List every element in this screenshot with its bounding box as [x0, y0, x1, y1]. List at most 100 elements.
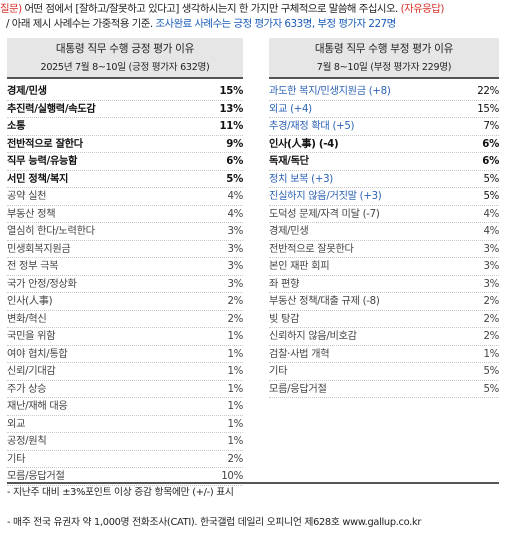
item-label: 검찰·사법 개혁 — [269, 348, 330, 360]
negative-panel: 대통령 직무 수행 부정 평가 이유 7월 8~10일 (부정 평가자 229명… — [269, 38, 499, 398]
item-value: 13% — [219, 103, 244, 115]
sample-note-line: / 아래 제시 사례수는 가중적용 기준. 조사완료 사례수는 긍정 평가자 6… — [0, 17, 506, 32]
list-item: 소통 11% — [7, 118, 243, 136]
item-label: 공정/원칙 — [7, 436, 47, 447]
positive-header: 대통령 직무 수행 긍정 평가 이유 2025년 7월 8~10일 (긍정 평가… — [7, 38, 243, 77]
item-value: 1% — [227, 436, 243, 447]
item-label: 인사(人事) — [7, 296, 53, 307]
item-label: 도덕성 문제/자격 미달 (-7) — [269, 208, 380, 220]
item-value: 6% — [482, 138, 499, 150]
item-label: 전반적으로 잘못한다 — [269, 243, 354, 255]
list-item: 본인 재판 회피 3% — [269, 258, 499, 276]
list-item: 전반적으로 잘못한다 3% — [269, 241, 499, 258]
item-label: 좌 편향 — [269, 278, 300, 290]
list-item: 진실하지 않음/거짓말 (+3) 5% — [269, 188, 499, 206]
item-label: 공약 실천 — [7, 191, 47, 202]
item-label: 부동산 정책/대출 규제 (-8) — [269, 296, 380, 307]
item-label: 과도한 복지/민생지원금 (+8) — [269, 86, 391, 97]
item-label: 재난/재해 대응 — [7, 401, 68, 412]
question-prefix: 질문) — [0, 3, 22, 15]
item-label: 여야 협치/통합 — [7, 348, 68, 360]
negative-title: 대통령 직무 수행 부정 평가 이유 — [314, 43, 454, 55]
negative-subtitle: 7월 8~10일 (부정 평가자 229명) — [316, 62, 452, 73]
list-item: 민생회복지원금 3% — [7, 241, 243, 258]
item-value: 3% — [227, 226, 243, 237]
item-value: 2% — [227, 453, 243, 465]
question-line: 질문) 어떤 점에서 [잘하고/잘못하고 있다고] 생각하시는지 한 가지만 구… — [0, 2, 506, 17]
list-item: 여야 협치/통합 1% — [7, 346, 243, 363]
list-item: 공정/원칙 1% — [7, 433, 243, 451]
sample-note-text: / 아래 제시 사례수는 가중적용 기준. — [6, 18, 156, 30]
item-value: 3% — [227, 243, 243, 255]
footnote-change: - 지난주 대비 ±3%포인트 이상 증감 항목에만 (+/-) 표시 — [7, 487, 234, 498]
item-label: 추경/재정 확대 (+5) — [269, 121, 355, 132]
list-item: 기타 5% — [269, 363, 499, 381]
list-item: 도덕성 문제/자격 미달 (-7) 4% — [269, 206, 499, 223]
list-item: 빚 탕감 2% — [269, 311, 499, 328]
item-label: 열심히 한다/노력한다 — [7, 226, 95, 237]
item-value: 2% — [483, 296, 499, 307]
item-label: 전 정부 극복 — [7, 261, 59, 272]
item-label: 진실하지 않음/거짓말 (+3) — [269, 191, 382, 202]
item-label: 국가 안정/정상화 — [7, 278, 77, 290]
question-text: 어떤 점에서 [잘하고/잘못하고 있다고] 생각하시는지 한 가지만 구체적으로… — [21, 3, 401, 15]
list-item: 변화/혁신 2% — [7, 311, 243, 328]
item-value: 1% — [227, 401, 243, 412]
item-label: 외교 — [7, 418, 26, 430]
list-item: 전반적으로 잘한다 9% — [7, 136, 243, 153]
positive-title: 대통령 직무 수행 긍정 평가 이유 — [55, 43, 195, 55]
item-value: 1% — [227, 331, 243, 342]
item-value: 15% — [477, 103, 499, 115]
sample-note-highlight: 조사완료 사례수는 긍정 평가자 633명, 부정 평가자 227명 — [155, 18, 396, 30]
item-value: 5% — [483, 366, 499, 377]
list-item: 공약 실천 4% — [7, 188, 243, 206]
item-label: 외교 (+4) — [269, 103, 312, 115]
item-value: 4% — [483, 226, 499, 237]
item-value: 3% — [483, 261, 499, 272]
list-item: 모름/응답거절 5% — [269, 381, 499, 398]
item-label: 인사(人事) (-4) — [269, 138, 339, 150]
list-item: 전 정부 극복 3% — [7, 258, 243, 276]
list-item: 신뢰하지 않음/비호감 2% — [269, 328, 499, 346]
item-label: 빚 탕감 — [269, 313, 300, 325]
item-value: 5% — [226, 173, 243, 185]
item-value: 2% — [227, 313, 243, 325]
list-item: 부동산 정책 4% — [7, 206, 243, 223]
item-label: 기타 — [7, 453, 26, 465]
list-item: 부동산 정책/대출 규제 (-8) 2% — [269, 293, 499, 311]
item-value: 2% — [483, 313, 499, 325]
item-label: 소통 — [7, 121, 26, 132]
list-item: 서민 정책/복지 5% — [7, 171, 243, 188]
item-label: 전반적으로 잘한다 — [7, 138, 83, 150]
item-value: 1% — [227, 383, 243, 395]
item-label: 신뢰하지 않음/비호감 — [269, 331, 357, 342]
list-item: 국가 안정/정상화 3% — [7, 276, 243, 293]
item-label: 직무 능력/유능함 — [7, 156, 78, 167]
list-item: 열심히 한다/노력한다 3% — [7, 223, 243, 241]
item-value: 1% — [227, 418, 243, 430]
list-item: 모름/응답거절 10% — [7, 468, 243, 486]
item-value: 22% — [477, 86, 499, 97]
item-value: 9% — [226, 138, 243, 150]
item-label: 변화/혁신 — [7, 313, 47, 325]
item-value: 5% — [483, 383, 499, 395]
item-value: 2% — [227, 296, 243, 307]
item-label: 본인 재판 회피 — [269, 261, 330, 272]
question-suffix: (자유응답) — [400, 3, 445, 15]
list-item: 경제/민생 15% — [7, 83, 243, 101]
negative-list: 과도한 복지/민생지원금 (+8) 22% 외교 (+4) 15% 추경/재정 확대 (… — [269, 79, 499, 398]
item-value: 4% — [483, 208, 499, 220]
item-label: 서민 정책/복지 — [7, 173, 69, 185]
item-value: 10% — [221, 471, 243, 482]
item-label: 부동산 정책 — [7, 208, 56, 220]
bottom-rule — [7, 482, 499, 484]
list-item: 정치 보복 (+3) 5% — [269, 171, 499, 188]
item-label: 모름/응답거절 — [7, 471, 65, 482]
footnote-source: - 매주 전국 유권자 약 1,000명 전화조사(CATI). 한국갤럽 데일… — [7, 517, 422, 528]
positive-list: 경제/민생 15% 추진력/실행력/속도감 13% 소통 11% 전반적으로 잘한다 9% 직무… — [7, 79, 243, 486]
item-label: 주가 상승 — [7, 383, 47, 395]
positive-subtitle: 2025년 7월 8~10일 (긍정 평가자 632명) — [40, 62, 210, 73]
item-value: 7% — [483, 121, 499, 132]
item-value: 5% — [483, 173, 499, 185]
list-item: 국민을 위함 1% — [7, 328, 243, 346]
